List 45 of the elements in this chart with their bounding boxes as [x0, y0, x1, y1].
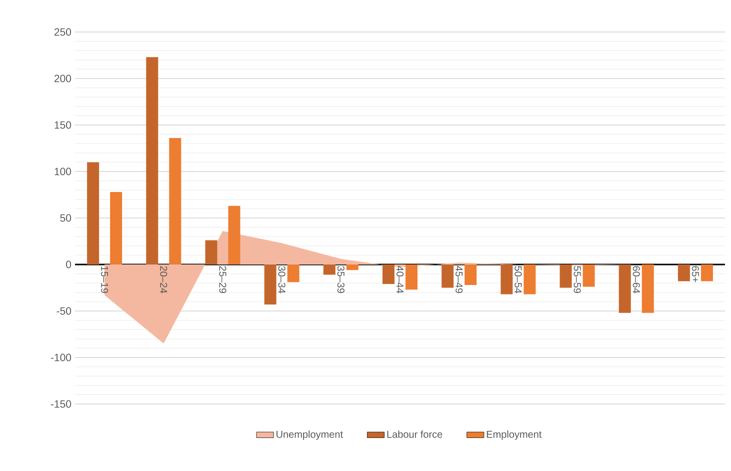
bar — [442, 264, 454, 288]
x-tick-label: 20–24 — [160, 266, 168, 294]
y-tick-label: -50 — [56, 307, 72, 315]
y-tick-label: 150 — [54, 121, 72, 129]
bar — [678, 264, 690, 282]
bar — [146, 57, 158, 264]
bar — [228, 206, 240, 264]
legend-label: Unemployment — [276, 430, 343, 440]
bar — [618, 264, 631, 313]
bar — [323, 264, 336, 275]
legend-label: Employment — [486, 430, 542, 440]
y-tick-label: 200 — [54, 74, 72, 82]
bar — [524, 264, 536, 294]
bar — [346, 264, 358, 270]
bar — [406, 264, 418, 290]
bar — [264, 264, 276, 304]
x-tick-label: 60–64 — [632, 266, 640, 294]
bar — [169, 138, 182, 264]
x-tick-label: 45–49 — [456, 266, 463, 294]
x-tick-label: 30–34 — [278, 266, 286, 294]
bar — [87, 162, 100, 264]
bar — [382, 264, 395, 284]
y-tick-label: 100 — [54, 168, 72, 176]
y-tick-label: 0 — [66, 260, 72, 268]
y-tick-label: 250 — [54, 28, 72, 36]
bar — [205, 240, 218, 264]
x-tick-label: 25–29 — [219, 266, 226, 294]
x-tick-label: 35–39 — [337, 266, 344, 294]
y-tick-label: -100 — [50, 354, 72, 362]
x-tick-label: 40–44 — [396, 266, 404, 294]
legend-label: Labour force — [387, 430, 442, 438]
x-tick-label: 55–59 — [574, 266, 581, 294]
bar — [560, 264, 572, 288]
bar — [642, 264, 654, 313]
bar — [700, 264, 713, 282]
x-tick-label: 65+ — [692, 266, 699, 282]
bar — [110, 192, 122, 264]
bar — [287, 264, 300, 282]
y-tick-label: -150 — [50, 400, 72, 408]
bar — [582, 264, 595, 287]
bar — [464, 264, 477, 285]
x-tick-label: 15–19 — [101, 266, 108, 294]
bar — [500, 264, 513, 294]
x-tick-label: 50–54 — [514, 266, 522, 294]
y-tick-label: 50 — [60, 214, 72, 222]
